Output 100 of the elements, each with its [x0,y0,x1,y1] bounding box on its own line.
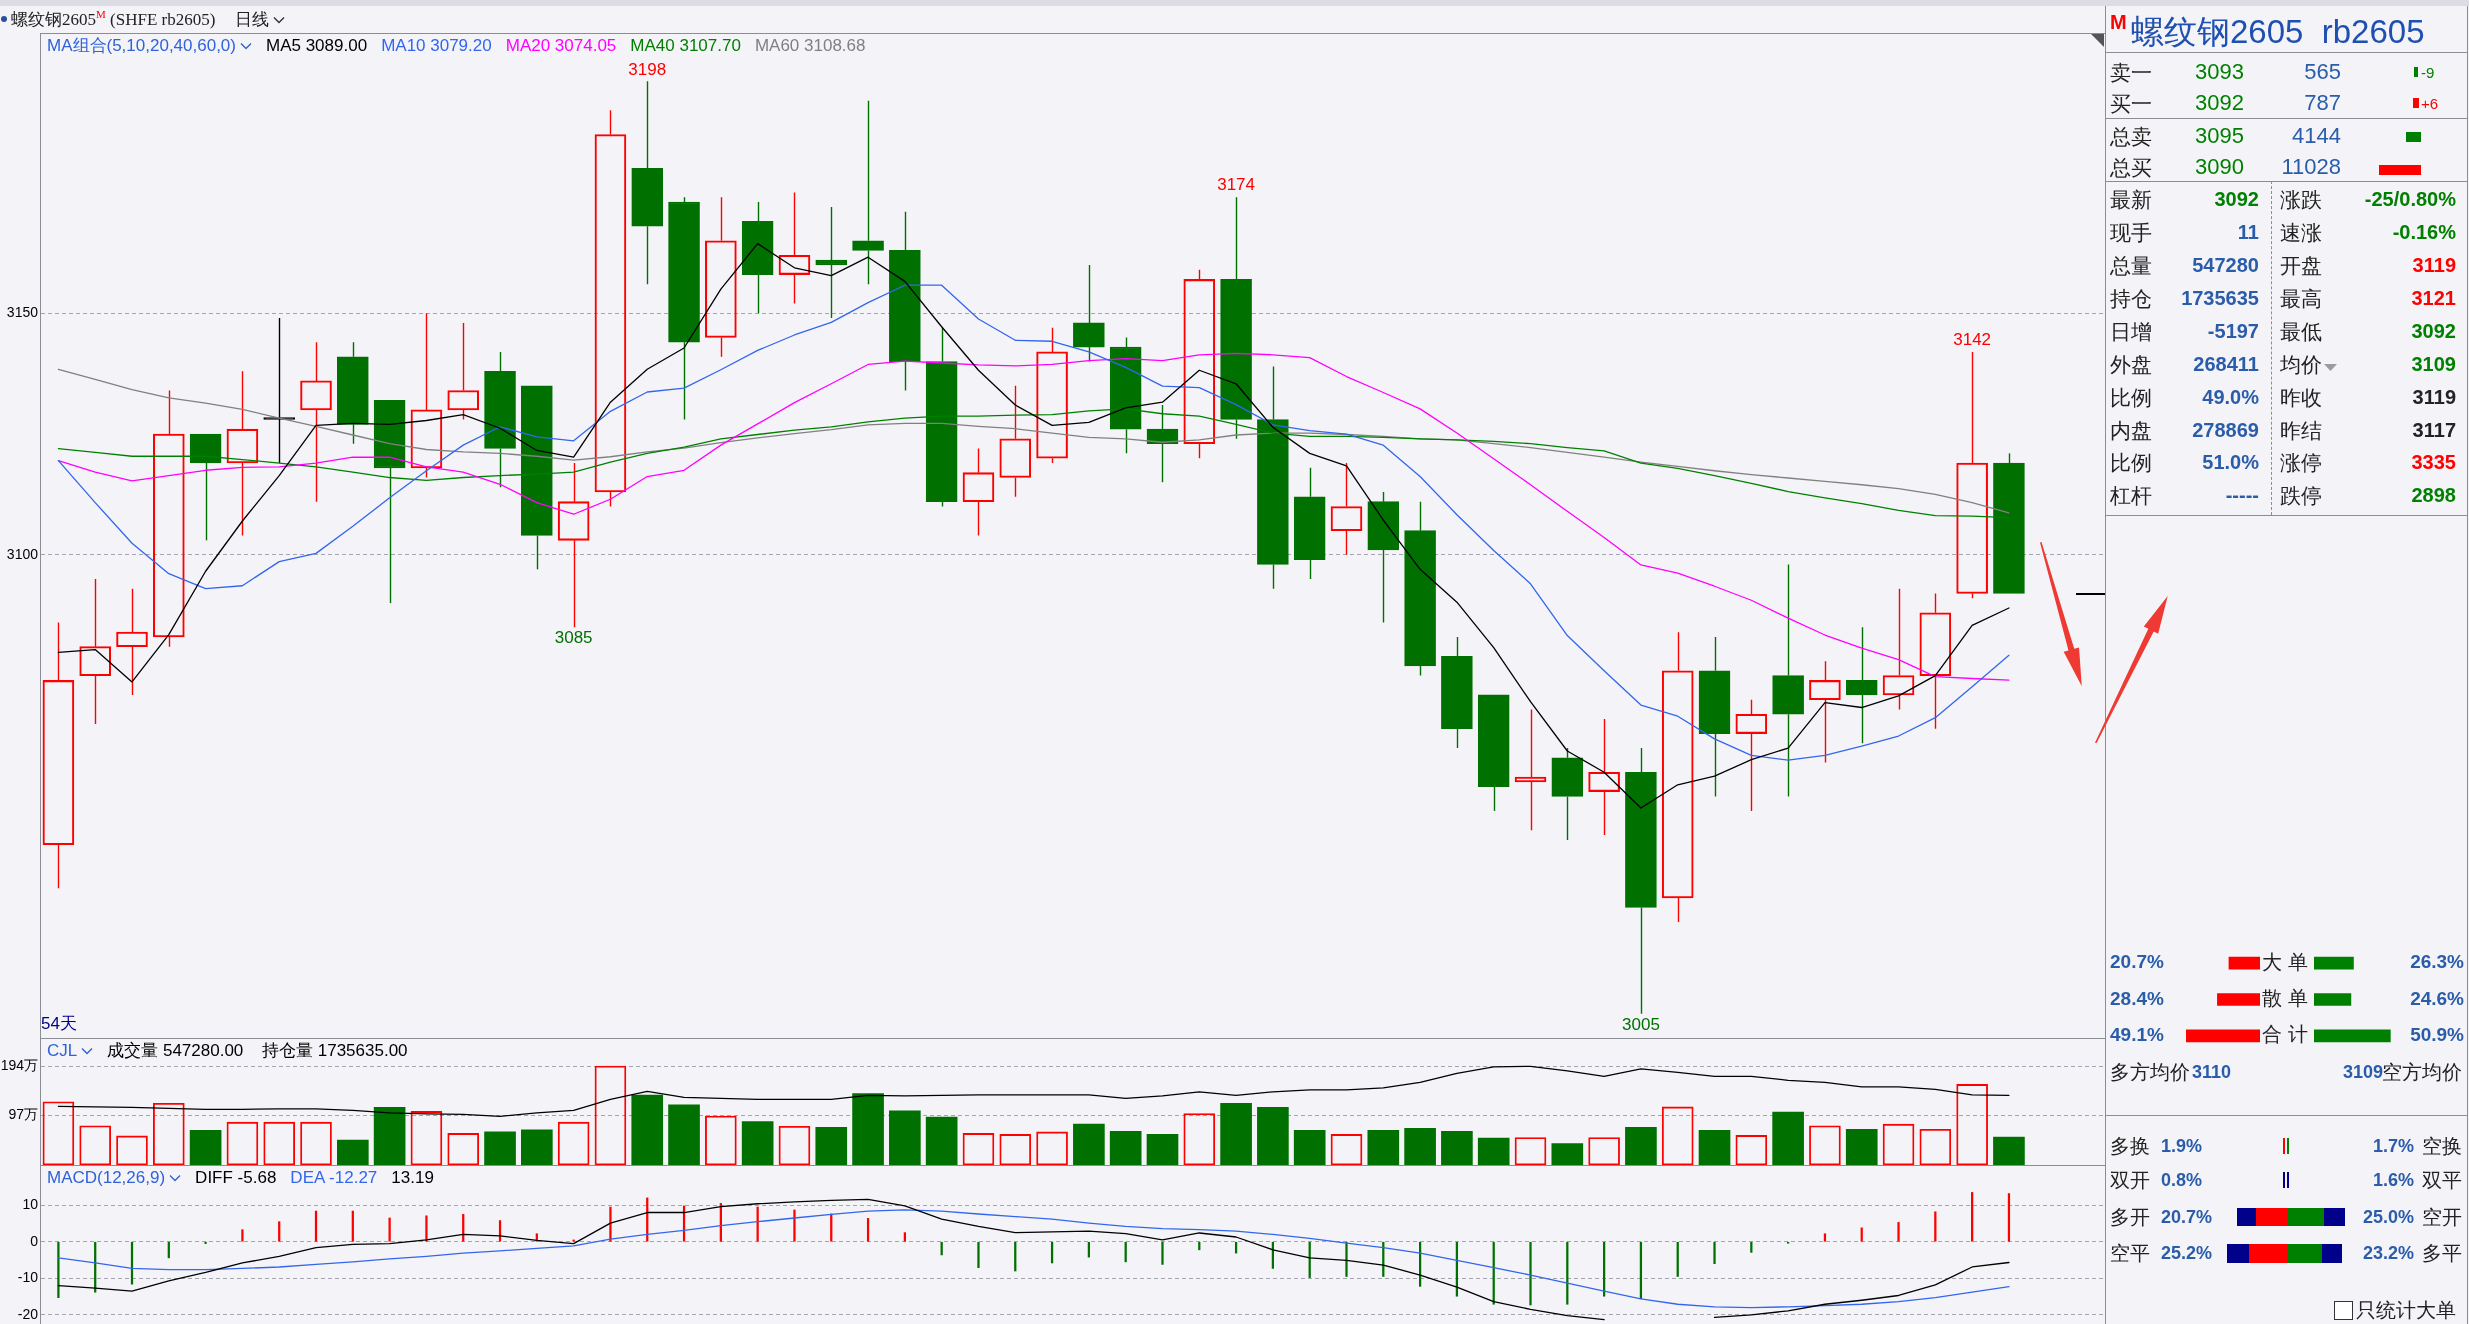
candlestick [631,80,664,285]
data-label: 28.4% [2110,987,2164,1009]
annotation: 3142 [1953,330,1992,350]
text: 268411 [2193,352,2259,376]
text: 23.2% [2362,1242,2414,1264]
bar [1551,1143,1584,1165]
bar [1161,1241,1164,1265]
data-label: 26.3% [2410,951,2465,973]
text: MA60 3108.68 [754,35,866,57]
chart-subtitle: 日线 [235,9,270,31]
text: 涨停 [2280,449,2322,475]
bar [903,1232,906,1242]
bar [1750,1241,1753,1253]
bar [373,1107,406,1165]
candlestick [1477,694,1510,812]
text: 只统计大单 [2356,1298,2456,1322]
text: 最高 [2280,285,2322,311]
bar [1220,1102,1252,1165]
bar [631,1094,664,1165]
text: 最新 [2110,186,2152,212]
candlestick [1772,563,1804,798]
legend-title: MACD(12,26,9) [47,1167,166,1189]
text: 3090 [2195,154,2244,180]
bar [484,1131,516,1165]
bar [1625,1126,1657,1165]
bar [1477,1137,1510,1165]
annotation: 3005 [1622,1015,1660,1035]
bar [668,1104,700,1165]
text: MA40 3107.70 [630,35,741,57]
text: 25.0% [2362,1206,2414,1228]
text: 比例 [2110,384,2152,410]
candlestick [373,399,406,604]
text: -5197 [2207,319,2259,343]
bar [1993,1136,2025,1165]
candlestick [484,351,516,488]
bar [521,1129,553,1165]
bar [336,1139,369,1165]
text: 多换 [2110,1134,2150,1158]
text: 涨跌 [2280,186,2322,212]
y-tick-label: -20 [17,1305,39,1322]
text: 3092 [2411,319,2456,343]
text: +6 [2421,93,2439,113]
bar [1257,1107,1289,1165]
candlestick [1551,747,1584,841]
text: 1735635 [2181,286,2259,310]
text: ----- [2225,483,2259,507]
text: 卖一 [2110,59,2152,85]
candlestick [1441,636,1473,749]
candlestick [852,99,884,285]
text: 多平 [2422,1241,2462,1265]
text: 49.0% [2202,385,2259,409]
bar [1772,1111,1804,1165]
y-tick-label: 0 [30,1232,39,1249]
bar [1404,1127,1436,1165]
annotation: 54天 [41,1014,77,1034]
candlestick [1404,500,1436,677]
text: 均价 [2280,351,2322,377]
candlestick [1367,491,1400,624]
annotation: 3085 [554,628,593,648]
text: 3121 [2411,286,2456,310]
text: 1.7% [2372,1135,2414,1157]
bar [2007,1193,2011,1242]
candlestick [1845,626,1878,744]
text: 565 [2304,59,2341,85]
bar [1109,1131,1142,1165]
bar [241,1229,244,1242]
bar [1713,1241,1716,1265]
bar [609,1206,612,1242]
bar [1441,1131,1473,1165]
text: 双开 [2110,1168,2150,1192]
text: 278869 [2192,418,2259,442]
text: 547280 [2192,253,2259,277]
candlestick [668,196,700,421]
annotation: 3198 [628,59,667,79]
y-tick-label: 10 [22,1196,39,1213]
bar [1146,1134,1179,1165]
text: 双平 [2422,1168,2462,1192]
text: 空平 [2110,1241,2150,1265]
bar [1345,1241,1348,1277]
text: 内盘 [2110,417,2152,443]
y-tick-label: 194万 [0,1056,38,1073]
text: 25.2% [2161,1242,2213,1264]
text: DEA -12.27 [290,1167,378,1189]
y-tick-label: 合 计 [2262,1023,2308,1046]
y-tick-label: 97万 [8,1106,38,1123]
bar [1293,1129,1326,1165]
text: 日增 [2110,318,2152,344]
candlestick [889,211,921,392]
text: 3092 [2195,90,2244,116]
bar [866,1218,870,1242]
candlestick [1698,636,1731,798]
bar [852,1093,884,1165]
candlestick [1220,196,1252,440]
text: 空方均价 [2382,1060,2462,1084]
text: 1.9% [2161,1135,2203,1157]
text: 空换 [2422,1134,2462,1158]
data-label: 50.9% [2410,1024,2465,1046]
text: 比例 [2110,449,2152,475]
bar [189,1129,222,1165]
candlestick [741,201,774,314]
